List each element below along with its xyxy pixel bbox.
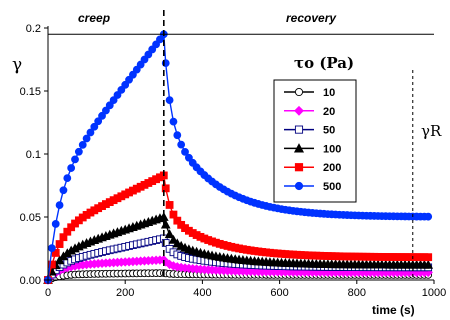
x-tick-label: 0 (45, 287, 51, 299)
y-tick-label: 0.00 (20, 275, 41, 287)
data-point-500 (121, 80, 130, 89)
series-500 (44, 30, 433, 284)
y-axis-label: γ (12, 55, 22, 75)
x-axis-label: time (s) (372, 303, 415, 317)
legend: τo (Pa) 10 20 50 100 200 500 (273, 54, 357, 203)
legend-label: 20 (323, 106, 335, 118)
data-point-200 (424, 253, 433, 262)
gamma-r-label: γR (421, 122, 442, 140)
legend-label: 200 (323, 162, 341, 174)
data-point-200 (55, 240, 64, 248)
data-point-500 (165, 96, 174, 105)
legend-marker (294, 87, 304, 97)
x-tick-label: 600 (270, 287, 288, 299)
legend-label: 10 (323, 87, 335, 99)
data-point-500 (184, 153, 193, 162)
legend-label: 100 (323, 143, 341, 155)
data-point-500 (117, 86, 126, 94)
legend-item-100: 100 (284, 143, 341, 155)
data-point-500 (74, 147, 83, 156)
recovery-label: recovery (286, 11, 337, 25)
data-point-500 (82, 134, 91, 143)
data-point-200 (51, 249, 60, 257)
y-tick-label: 0.05 (20, 212, 41, 224)
legend-marker (294, 105, 304, 116)
data-point-500 (102, 106, 110, 115)
x-tick-label: 400 (193, 287, 211, 299)
data-point-500 (152, 40, 160, 49)
y-tick-label: 0.1 (26, 149, 41, 161)
legend-item-50: 50 (284, 125, 335, 137)
data-point-500 (78, 140, 87, 149)
data-point-500 (90, 122, 99, 131)
data-point-500 (156, 35, 164, 44)
legend-item-200: 200 (284, 162, 341, 174)
data-point-500 (98, 111, 106, 120)
axes (47, 10, 434, 281)
legend-item-10: 10 (284, 87, 335, 99)
data-point-500 (67, 164, 76, 172)
plot-area (43, 30, 434, 285)
data-point-500 (55, 201, 64, 210)
data-point-500 (148, 45, 157, 54)
legend-item-500: 500 (284, 181, 341, 193)
data-point-500 (177, 140, 186, 149)
data-point-500 (105, 101, 114, 110)
data-point-500 (59, 186, 68, 195)
data-point-500 (129, 70, 137, 79)
x-tick-label: 1000 (422, 287, 446, 299)
legend-marker (294, 181, 304, 191)
data-point-100 (164, 229, 175, 239)
legend-title: τo (Pa) (294, 54, 354, 72)
data-point-500 (113, 91, 122, 99)
x-tick-label: 800 (348, 287, 366, 299)
x-tick-label: 200 (116, 287, 134, 299)
data-point-500 (132, 65, 141, 74)
data-point-500 (63, 174, 72, 183)
data-point-100 (423, 259, 434, 269)
legend-label: 500 (323, 181, 341, 193)
data-point-500 (140, 55, 149, 64)
data-point-500 (109, 96, 118, 105)
series-line-500 (47, 32, 429, 281)
tick-labels: 0 200 400 600 800 1000 0.00 0.05 0.1 0.15 0.2 (20, 23, 447, 299)
creep-label: creep (78, 11, 110, 25)
data-point-200 (161, 184, 170, 193)
legend-box (273, 79, 357, 203)
data-point-500 (136, 60, 145, 69)
data-point-100 (168, 234, 179, 244)
data-point-500 (144, 50, 153, 59)
legend-marker (294, 163, 304, 172)
legend-label: 50 (323, 125, 335, 137)
data-point-500 (169, 117, 178, 126)
legend-marker (293, 143, 305, 153)
data-point-500 (86, 128, 95, 137)
data-point-500 (173, 131, 182, 140)
data-point-500 (424, 212, 433, 221)
legend-items: 10 20 50 100 200 500 (284, 87, 341, 193)
legend-marker (294, 125, 304, 134)
data-point-200 (165, 201, 174, 209)
data-point-500 (47, 244, 56, 253)
data-point-500 (125, 75, 133, 84)
y-tick-label: 0.2 (26, 23, 41, 35)
y-tick-label: 0.15 (20, 86, 41, 98)
legend-item-20: 20 (284, 106, 335, 118)
data-point-500 (71, 155, 79, 164)
data-point-500 (94, 117, 103, 126)
data-point-500 (51, 220, 60, 228)
data-point-500 (181, 147, 189, 156)
